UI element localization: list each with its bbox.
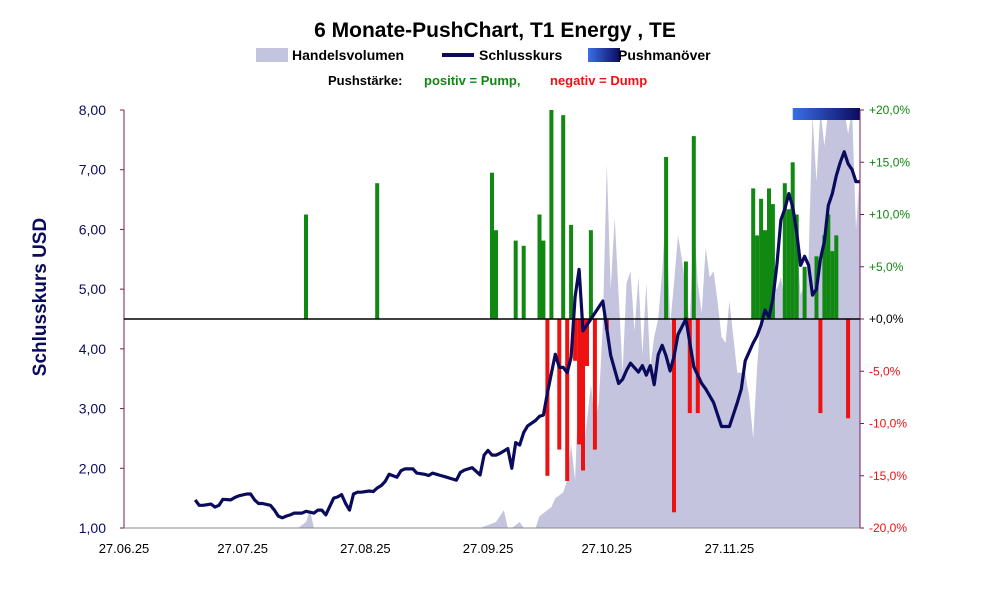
x-tick-label: 27.06.25 xyxy=(99,541,150,556)
y-tick-label: 3,00 xyxy=(79,401,106,417)
push-bar xyxy=(588,230,593,319)
push-bar xyxy=(541,240,546,319)
push-bar xyxy=(794,214,799,319)
push-bar xyxy=(592,319,597,450)
x-tick-label: 27.07.25 xyxy=(217,541,268,556)
push-bar xyxy=(557,319,562,450)
y2-tick-label: -5,0% xyxy=(869,364,901,378)
x-axis-ticks: 27.06.25 27.07.25 27.08.25 27.09.25 27.10.25… xyxy=(99,541,755,556)
push-bar xyxy=(537,214,542,319)
y-tick-label: 4,00 xyxy=(79,341,106,357)
y2-tick-label: +15,0% xyxy=(869,155,910,169)
y-tick-label: 2,00 xyxy=(79,460,106,476)
y-tick-label: 5,00 xyxy=(79,281,106,297)
x-tick-label: 27.09.25 xyxy=(463,541,514,556)
push-bar xyxy=(695,319,700,414)
push-bar xyxy=(581,319,585,471)
push-bar xyxy=(751,188,756,319)
push-bar xyxy=(846,319,851,419)
push-maneuver-band xyxy=(792,108,860,120)
x-tick-label: 27.10.25 xyxy=(581,541,632,556)
push-bar xyxy=(375,183,380,319)
pushstaerke-negative: negativ = Dump xyxy=(550,73,647,88)
push-bar xyxy=(770,204,775,319)
y-tick-label: 7,00 xyxy=(79,162,106,178)
y2-tick-label: -20,0% xyxy=(869,521,907,535)
legend-push-swatch xyxy=(588,48,620,62)
push-bar xyxy=(573,319,578,361)
push-bar xyxy=(790,162,795,320)
push-bar xyxy=(672,319,676,513)
price-line xyxy=(193,150,860,520)
push-bar xyxy=(569,224,574,319)
push-bar xyxy=(818,319,823,414)
y-tick-label: 1,00 xyxy=(79,520,106,536)
push-bar xyxy=(513,240,518,319)
push-bar xyxy=(834,235,839,319)
push-bar xyxy=(304,214,308,319)
push-bar xyxy=(830,251,835,319)
legend: Handelsvolumen Schlusskurs Pushmanöver xyxy=(256,47,711,63)
push-bar xyxy=(490,172,494,319)
legend-volume-swatch xyxy=(256,48,288,62)
y2-axis-ticks: -20,0% -15,0% -10,0% -5,0% +0,0% +5,0% +10,0% +… xyxy=(860,103,910,535)
push-bar xyxy=(687,319,692,414)
y-tick-label: 8,00 xyxy=(79,102,106,118)
y2-tick-label: -10,0% xyxy=(869,417,907,431)
push-bar xyxy=(786,209,791,319)
pushstaerke-positive: positiv = Pump, xyxy=(424,73,520,88)
push-bar xyxy=(759,198,764,319)
y-tick-label: 6,00 xyxy=(79,221,106,237)
pushstaerke-note: Pushstärke: positiv = Pump, negativ = Du… xyxy=(328,73,647,88)
push-bar xyxy=(664,157,669,319)
header: 6 Monate-PushChart, T1 Energy , TE Hande… xyxy=(256,19,711,88)
y2-tick-label: +10,0% xyxy=(869,208,910,222)
y-axis-title: Schlusskurs USD xyxy=(30,218,51,376)
push-bar xyxy=(585,319,589,366)
push-bar xyxy=(802,266,807,320)
legend-volume-label: Handelsvolumen xyxy=(292,47,404,63)
push-bar xyxy=(826,214,831,319)
push-bar xyxy=(755,235,760,319)
y2-tick-label: +5,0% xyxy=(869,260,904,274)
push-bar xyxy=(683,261,688,319)
y-axis-ticks: 1,00 2,00 3,00 4,00 5,00 6,00 7,00 8,00 xyxy=(79,102,124,536)
push-bars-layer xyxy=(304,108,860,513)
pushstaerke-label: Pushstärke: xyxy=(328,73,402,88)
push-bar xyxy=(767,188,771,319)
push-bar xyxy=(782,183,787,319)
push-bar xyxy=(822,235,827,319)
push-bar xyxy=(763,230,767,319)
x-tick-label: 27.08.25 xyxy=(340,541,391,556)
legend-push-label: Pushmanöver xyxy=(618,47,711,63)
push-bar xyxy=(521,245,526,319)
push-bar xyxy=(561,115,566,319)
push-bar xyxy=(565,319,570,481)
price-line-layer xyxy=(193,150,860,520)
y2-tick-label: -15,0% xyxy=(869,469,907,483)
push-bar xyxy=(577,319,582,445)
push-bar xyxy=(549,110,554,319)
legend-price-label: Schlusskurs xyxy=(479,47,562,63)
y2-tick-label: +0,0% xyxy=(869,312,904,326)
y2-tick-label: +20,0% xyxy=(869,103,910,117)
x-tick-label: 27.11.25 xyxy=(705,541,755,556)
chart-title: 6 Monate-PushChart, T1 Energy , TE xyxy=(314,19,676,42)
push-bar xyxy=(494,230,498,319)
push-bar xyxy=(691,136,696,319)
